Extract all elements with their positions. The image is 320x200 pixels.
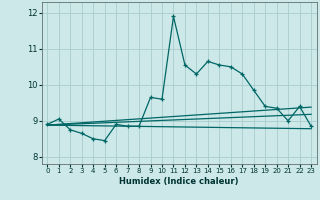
X-axis label: Humidex (Indice chaleur): Humidex (Indice chaleur): [119, 177, 239, 186]
